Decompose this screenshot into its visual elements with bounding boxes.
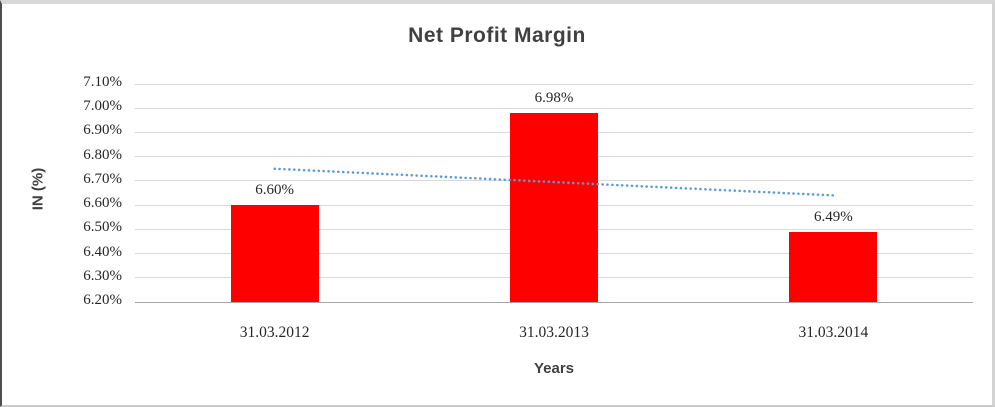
y-tick-label: 7.00% [83, 98, 122, 115]
y-tick-label: 6.20% [83, 292, 122, 308]
bar-data-label: 6.98% [534, 90, 574, 107]
x-axis-line [135, 301, 973, 303]
y-tick-label: 6.90% [83, 122, 122, 139]
y-tick-label: 6.30% [83, 267, 122, 284]
x-axis-title: Years [533, 360, 575, 377]
y-tick-label: 6.80% [83, 146, 122, 163]
bar-data-label: 6.60% [255, 182, 295, 199]
y-tick-label: 6.60% [83, 195, 122, 212]
bar [230, 205, 319, 302]
bar [510, 113, 598, 302]
y-axis-title: IN (%) [29, 167, 47, 211]
bar [789, 231, 878, 302]
y-tick-label: 6.70% [83, 170, 122, 187]
gridline [135, 107, 973, 109]
bar-data-label: 6.49% [813, 208, 853, 225]
chart-title: Net Profit Margin [408, 24, 586, 47]
gridline [135, 83, 973, 85]
x-tick-label: 31.03.2014 [798, 324, 869, 341]
y-tick-label: 7.10% [83, 74, 122, 90]
y-tick-label: 6.40% [83, 243, 122, 260]
x-tick-label: 31.03.2013 [519, 324, 589, 341]
y-tick-label: 6.50% [83, 219, 122, 236]
x-tick-label: 31.03.2012 [239, 324, 310, 341]
